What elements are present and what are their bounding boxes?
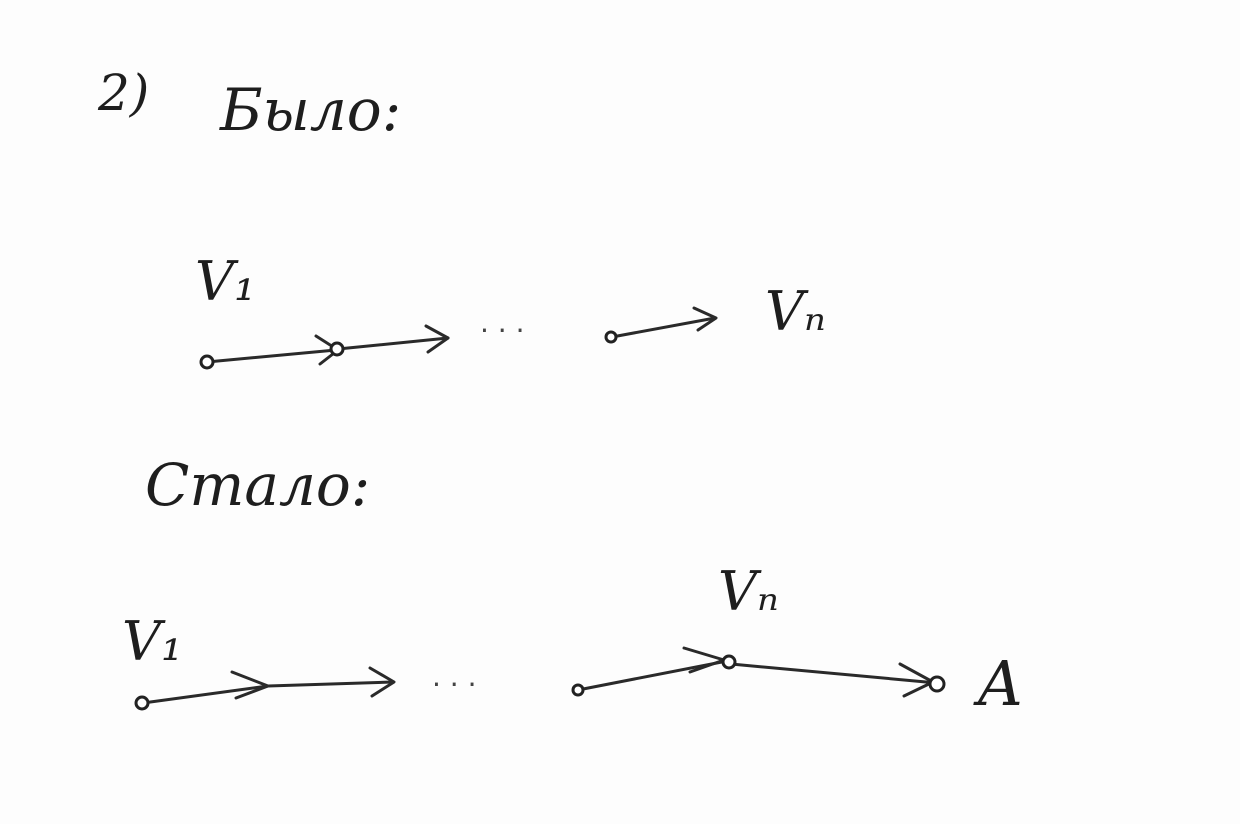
after-node-vn [721,654,737,670]
before-arrowhead-2 [424,324,450,354]
before-node-n-minus-1 [604,330,618,344]
after-chain: V₁ Vₙ A · · · [122,560,1023,720]
before-edge-1 [205,348,338,364]
after-node-1 [134,695,150,711]
after-arrowhead-2 [368,666,396,698]
after-edge-to-a [729,662,939,685]
after-start-label: V₁ [122,610,183,673]
before-start-label: V₁ [195,250,256,313]
before-node-2 [329,341,345,357]
after-mid-label: Vₙ [718,560,779,623]
after-end-label: A [973,647,1023,720]
before-end-label: Vₙ [765,280,826,343]
after-ellipsis: · · · [432,668,477,701]
after-edge-1 [141,684,270,705]
before-edge-2 [336,336,450,351]
before-heading: Было: [219,76,401,144]
after-edge-to-vn [576,659,729,692]
after-edge-2 [266,680,395,688]
after-node-n-minus-1 [571,683,585,697]
before-node-1 [199,354,215,370]
before-arrowhead-last [692,306,718,332]
before-ellipsis: · · · [480,314,525,347]
before-chain: V₁ Vₙ · · · [195,250,826,370]
item-number: 2) [97,64,149,122]
before-edge-last [610,316,717,339]
after-arrowhead-1 [230,670,270,700]
after-heading: Стало: [145,451,370,519]
after-node-a [928,675,946,693]
